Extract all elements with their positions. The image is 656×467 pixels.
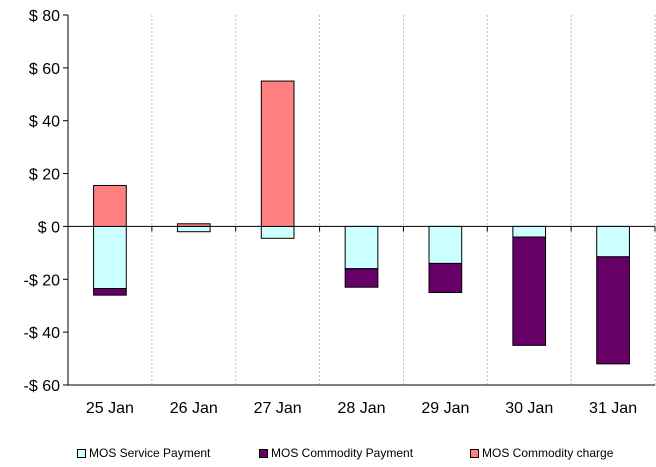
y-tick-label-6: $ 60 [29,61,60,78]
x-tick-label-2: 27 Jan [254,400,302,417]
bar-5-series-0 [512,225,547,238]
legend-label-commodity-payment: MOS Commodity Payment [271,446,414,460]
bar-6-series-0 [596,225,630,258]
legend-swatch-commodity-payment [259,448,268,458]
bar-2-series-2 [260,80,295,227]
bar-3-series-0 [344,225,379,270]
legend-item-commodity-payment: MOS Commodity Payment [259,446,413,460]
bar-0-series-0 [93,225,127,290]
x-tick-label-1: 26 Jan [170,400,218,417]
x-tick-label-5: 30 Jan [505,400,553,417]
bar-5-series-1 [512,236,547,346]
bar-1-series-0 [176,225,211,233]
legend-item-service-payment: MOS Service Payment [77,446,210,460]
bar-1-series-2 [176,223,211,227]
y-tick-label-5: $ 40 [29,114,60,131]
legend-swatch-service-payment [77,448,86,458]
y-tick-label-0: -$ 60 [24,378,61,395]
legend-swatch-commodity-charge [470,448,479,458]
y-tick-label-7: $ 80 [29,8,60,25]
y-tick-label-4: $ 20 [29,167,60,184]
chart: -$ 60 -$ 40 -$ 20 $ 0 $ 20 $ 40 $ 60 $ 80 25 Jan… [24,8,656,417]
bar-2-series-0 [260,225,295,239]
bar-4-series-1 [428,262,463,293]
y-tick-label-1: -$ 40 [24,325,61,342]
bar-3-series-1 [344,268,379,288]
legend-label-service-payment: MOS Service Payment [89,446,211,460]
legend: MOS Service Payment MOS Commodity Paymen… [0,446,656,464]
x-tick-label-6: 31 Jan [589,400,637,417]
legend-item-commodity-charge: MOS Commodity charge [470,446,613,460]
y-tick-label-3: $ 0 [38,219,60,236]
x-tick-label-0: 25 Jan [86,400,134,417]
bar-4-series-0 [428,225,463,264]
x-tick-label-4: 29 Jan [421,400,469,417]
bar-6-series-1 [596,256,630,365]
legend-label-commodity-charge: MOS Commodity charge [482,446,614,460]
y-tick-label-2: -$ 20 [24,272,61,289]
x-tick-label-3: 28 Jan [337,400,385,417]
bar-0-series-1 [93,288,127,296]
bar-0-series-2 [93,184,127,227]
